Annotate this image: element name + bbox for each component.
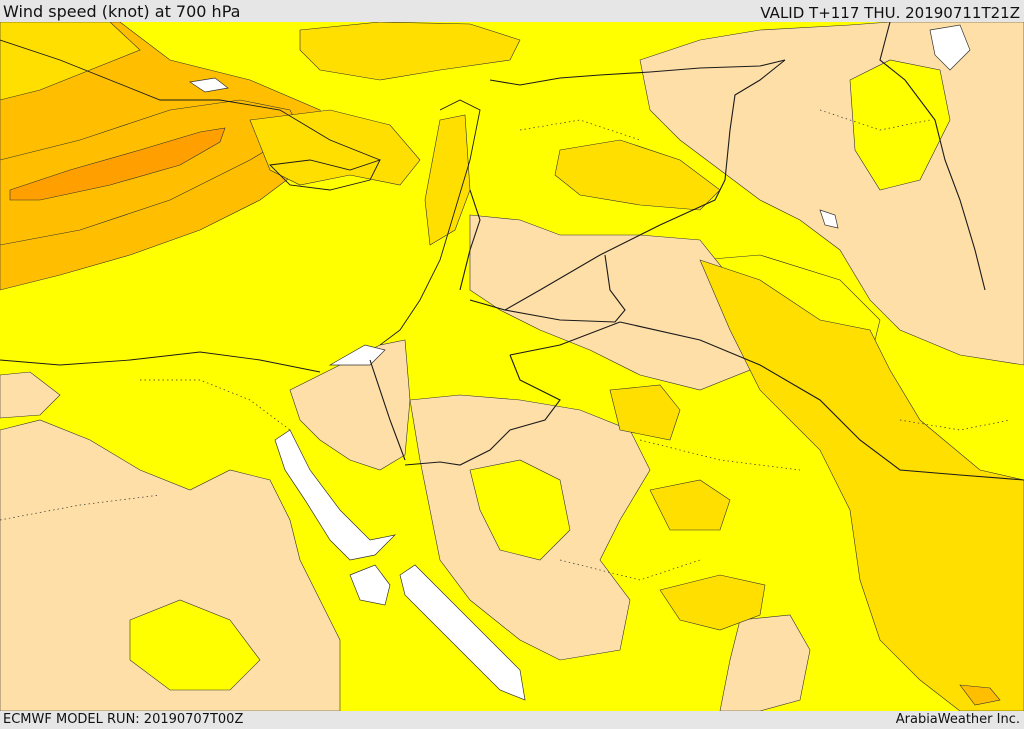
lake-water [189,77,229,93]
moderate-wind-najd [609,384,681,441]
calm-zone-jordan [469,214,751,391]
iraq-saudi-border [619,321,1024,481]
iran-iraq-border [879,22,986,291]
fresh-wind-gulf-tip [959,684,1001,706]
map-footer: ECMWF MODEL RUN: 20190707T00Z ArabiaWeat… [0,711,1024,729]
turkey-coastline [0,39,381,161]
calm-zone-egypt [0,419,341,711]
gulf-of-suez-water [349,564,391,606]
moderate-wind-band-west [0,22,141,101]
gulf-shore-water [819,209,839,229]
province-lines [0,109,1011,581]
calm-zone-south-saudi [719,614,811,711]
jordan-border [469,224,661,323]
model-run-label: ECMWF MODEL RUN: 20190707T00Z [3,712,244,727]
moderate-wind-levant-coast [424,114,471,246]
lebanon-syria-border [459,189,481,291]
map-header: Wind speed (knot) at 700 hPa VALID T+117… [0,0,1024,22]
province-line-1 [140,379,291,431]
light-wind-upper-egypt [129,599,261,691]
coastlines [0,39,481,373]
moderate-wind-gulf-band [699,259,1024,711]
egypt-coastline [0,351,321,373]
light-wind-hijaz [469,459,571,561]
province-line-2 [0,494,161,521]
nile-delta-water [328,344,386,366]
egypt-israel-border [369,359,406,461]
calm-zone-libya [0,371,61,419]
cyprus-coastline [269,159,381,191]
province-line-5 [559,559,701,581]
valid-time: VALID T+117 THU. 20190711T21Z [760,4,1020,22]
light-wind-upper-iraq [849,59,951,191]
map-title: Wind speed (knot) at 700 hPa [3,2,241,21]
province-line-6 [819,109,931,131]
caspian-edge-water [929,24,971,71]
strong-wind-core [9,127,226,201]
boundaries [369,22,1024,481]
moderate-wind-syria-desert [554,139,721,211]
turkey-syria-border [489,59,786,86]
gulf-of-aqaba-water [399,564,526,701]
moderate-wind-central [649,479,731,531]
jordan-saudi-border [404,321,621,466]
credit-label: ArabiaWeather Inc. [895,712,1020,727]
moderate-wind-south [659,574,766,631]
levant-coastline [379,99,481,346]
wind-speed-map [0,22,1024,711]
red-sea-water [274,429,397,561]
syria-iraq-border [659,59,786,226]
province-line-4 [639,439,801,471]
province-line-7 [899,419,1011,431]
moderate-wind-north [299,22,521,81]
